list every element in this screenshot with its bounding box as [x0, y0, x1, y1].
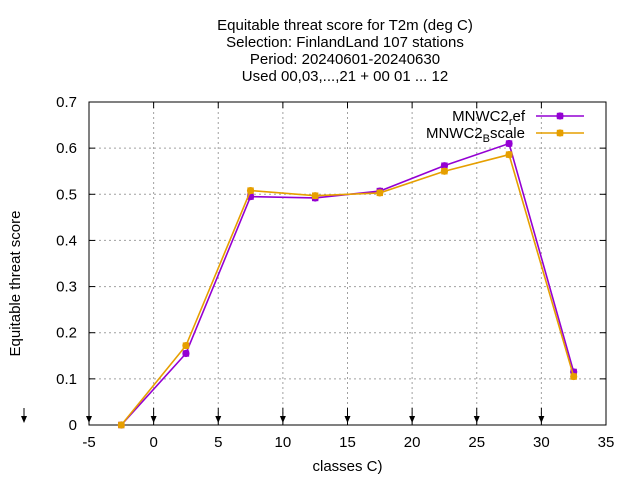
y-tick-label: 0	[69, 417, 77, 434]
data-point-dot	[246, 186, 255, 195]
title-line-2: Period: 20240601-20240630	[250, 51, 440, 68]
title-line-3: Used 00,03,...,21 + 00 01 ... 12	[242, 68, 448, 85]
axis-ticks: -5 0 5 10 15 20 25 30 35 0 0.1 0.2 0.3 0.4 0.5 0.6 0.7	[56, 94, 614, 451]
bottom-arrows	[21, 408, 545, 423]
data-point-dot	[182, 349, 190, 358]
data-point-dot	[570, 372, 578, 381]
x-axis-label: classes C)	[312, 458, 382, 475]
offaxis-arrow-head	[21, 416, 27, 423]
data-point-dot	[440, 167, 449, 175]
bottom-arrow-head	[86, 416, 92, 423]
chart-title: Equitable threat score for T2m (deg C)Se…	[217, 17, 473, 85]
title-line-1: Selection: FinlandLand 107 stations	[226, 34, 464, 51]
y-axis-label: Equitable threat score	[7, 211, 24, 357]
data-point-dot	[505, 151, 513, 159]
x-tick-label: -5	[82, 434, 95, 451]
y-tick-label: 0.4	[56, 232, 77, 249]
data-point-dot	[556, 129, 564, 137]
title-line-0: Equitable threat score for T2m (deg C)	[217, 17, 473, 34]
series-lines	[117, 139, 578, 429]
y-tick-label: 0.1	[56, 371, 77, 388]
x-tick-label: 25	[468, 434, 485, 451]
bottom-arrow-head	[215, 416, 222, 423]
data-point-dot	[505, 139, 513, 148]
bottom-arrow-head	[473, 416, 480, 423]
x-tick-label: 5	[214, 434, 222, 451]
x-tick-label: 15	[339, 434, 356, 451]
bottom-arrow-head	[344, 416, 351, 423]
data-point-dot	[117, 421, 125, 429]
series-line-1	[120, 153, 575, 426]
data-point-dot	[311, 192, 319, 200]
y-tick-label: 0.3	[56, 279, 77, 296]
grid	[89, 102, 606, 425]
legend-label-0: MNWC2ref	[452, 108, 526, 128]
x-tick-label: 20	[404, 434, 421, 451]
x-tick-label: 35	[598, 434, 615, 451]
data-point-dot	[182, 342, 190, 350]
y-tick-label: 0.2	[56, 325, 77, 342]
data-point-dot	[376, 189, 384, 197]
bottom-arrow-head	[279, 416, 286, 423]
data-point-dot	[556, 112, 564, 120]
y-tick-label: 0.6	[56, 140, 77, 157]
y-tick-label: 0.7	[56, 94, 77, 111]
x-tick-label: 0	[149, 434, 157, 451]
data-point-dot	[440, 162, 449, 170]
bottom-arrow-head	[409, 416, 416, 423]
legend-label-1: MNWC2Bscale	[426, 125, 525, 145]
bottom-arrow-head	[150, 416, 157, 423]
x-tick-label: 10	[275, 434, 292, 451]
bottom-arrow-head	[538, 416, 545, 423]
y-tick-label: 0.5	[56, 186, 77, 203]
x-tick-label: 30	[533, 434, 550, 451]
